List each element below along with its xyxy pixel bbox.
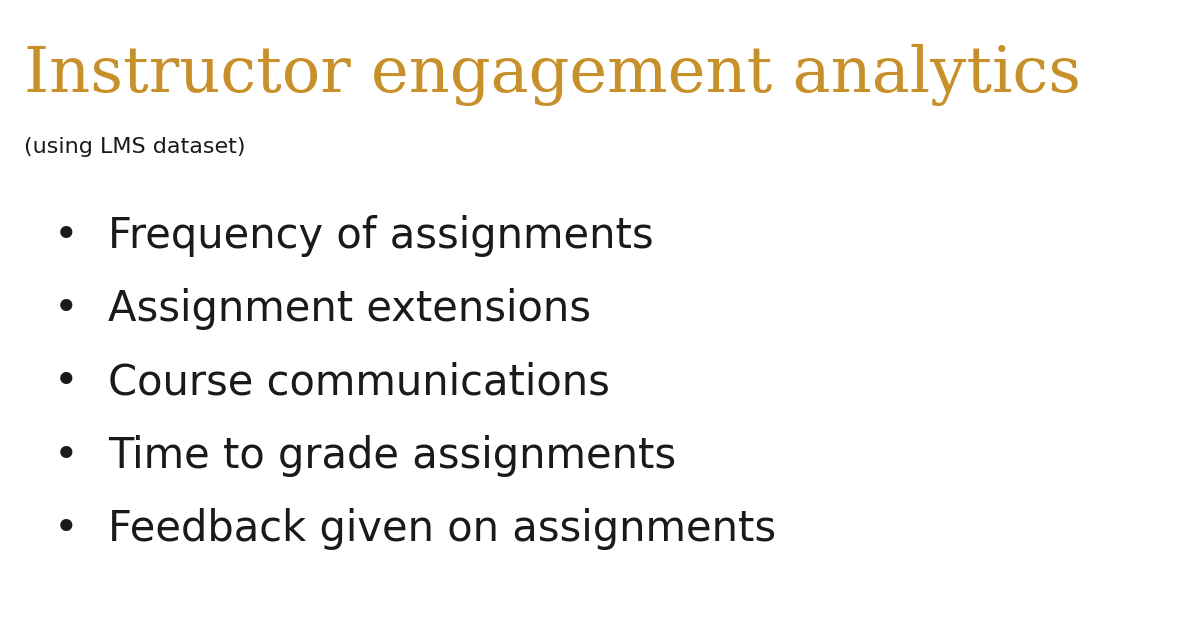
Text: Frequency of assignments: Frequency of assignments: [108, 215, 654, 257]
Text: Feedback given on assignments: Feedback given on assignments: [108, 508, 776, 550]
Text: •: •: [54, 215, 78, 257]
Text: Instructor engagement analytics: Instructor engagement analytics: [24, 44, 1081, 106]
Text: Course communications: Course communications: [108, 361, 610, 404]
Text: (using LMS dataset): (using LMS dataset): [24, 137, 246, 157]
Text: •: •: [54, 288, 78, 330]
Text: Time to grade assignments: Time to grade assignments: [108, 435, 676, 477]
Text: •: •: [54, 508, 78, 550]
Text: Assignment extensions: Assignment extensions: [108, 288, 592, 330]
Text: •: •: [54, 361, 78, 404]
Text: •: •: [54, 435, 78, 477]
